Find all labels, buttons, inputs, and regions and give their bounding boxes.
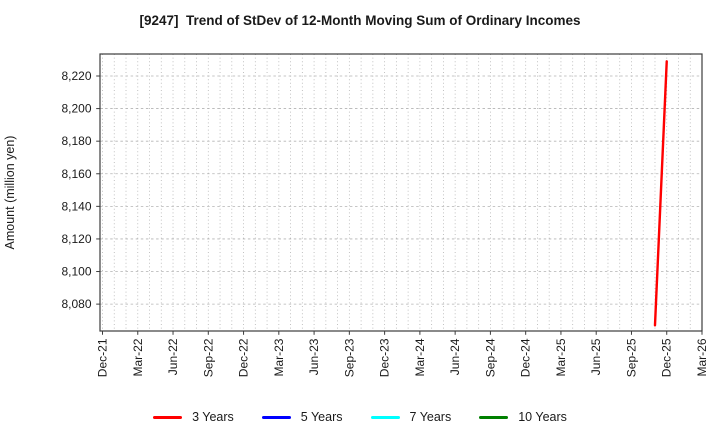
x-tick-label: Sep-25 [624, 338, 638, 377]
x-tick-label: Mar-26 [695, 338, 709, 376]
data-series [653, 60, 668, 327]
chart-canvas: Dec-21 Mar-22 Jun-22 Sep-22 Dec-22 Mar-23 Jun-… [3, 53, 709, 377]
legend-line-swatch [153, 415, 183, 419]
x-tick-label: Dec-23 [378, 338, 392, 377]
x-tick-label: Dec-25 [660, 338, 674, 377]
x-tick-label: Jun-22 [166, 338, 180, 375]
plot-border [99, 53, 703, 332]
legend-line-swatch [479, 415, 509, 419]
y-tick-label: 8,200 [61, 102, 91, 116]
x-tick-label: Dec-22 [237, 338, 251, 377]
series-line-3-years [653, 60, 668, 327]
legend-label: 7 Years [409, 410, 452, 424]
legend: 3 Years 5 Years 7 Years 10 Years [0, 405, 720, 429]
legend-item-3-years: 3 Years [153, 410, 234, 424]
x-tick-label: Mar-25 [554, 338, 568, 376]
legend-item-5-years: 5 Years [261, 410, 343, 424]
y-tick-label: 8,140 [61, 199, 91, 213]
legend-item-10-years: 10 Years [479, 410, 567, 424]
x-tick-label: Jun-23 [307, 338, 321, 375]
legend-label: 10 Years [518, 410, 567, 424]
y-tick-label: 8,100 [61, 265, 91, 279]
x-tick-label: Sep-24 [483, 338, 497, 377]
x-tick-label: Jun-24 [448, 338, 462, 375]
x-tick-label: Sep-22 [201, 338, 215, 377]
y-tick-label: 8,220 [61, 69, 91, 83]
gridlines [100, 54, 703, 331]
y-tick-label: 8,180 [61, 134, 91, 148]
legend-line-swatch [261, 415, 291, 419]
axes: Dec-21 Mar-22 Jun-22 Sep-22 Dec-22 Mar-23 Jun-… [61, 69, 709, 377]
legend-line-swatch [370, 415, 400, 419]
y-tick-label: 8,160 [61, 167, 91, 181]
y-tick-label: 8,080 [61, 297, 91, 311]
x-tick-label: Sep-23 [342, 338, 356, 377]
x-tick-label: Mar-22 [131, 338, 145, 376]
y-axis-title: Amount (million yen) [3, 136, 17, 250]
legend-label: 3 Years [192, 410, 234, 424]
legend-label: 5 Years [300, 410, 343, 424]
x-tick-label: Jun-25 [589, 338, 603, 375]
chart-title: [9247] Trend of StDev of 12-Month Moving… [139, 13, 581, 28]
x-tick-label: Mar-23 [272, 338, 286, 376]
x-tick-label: Dec-24 [519, 338, 533, 377]
x-tick-label: Dec-21 [96, 338, 110, 377]
y-tick-label: 8,120 [61, 232, 91, 246]
x-tick-label: Mar-24 [413, 338, 427, 376]
legend-item-7-years: 7 Years [370, 410, 452, 424]
